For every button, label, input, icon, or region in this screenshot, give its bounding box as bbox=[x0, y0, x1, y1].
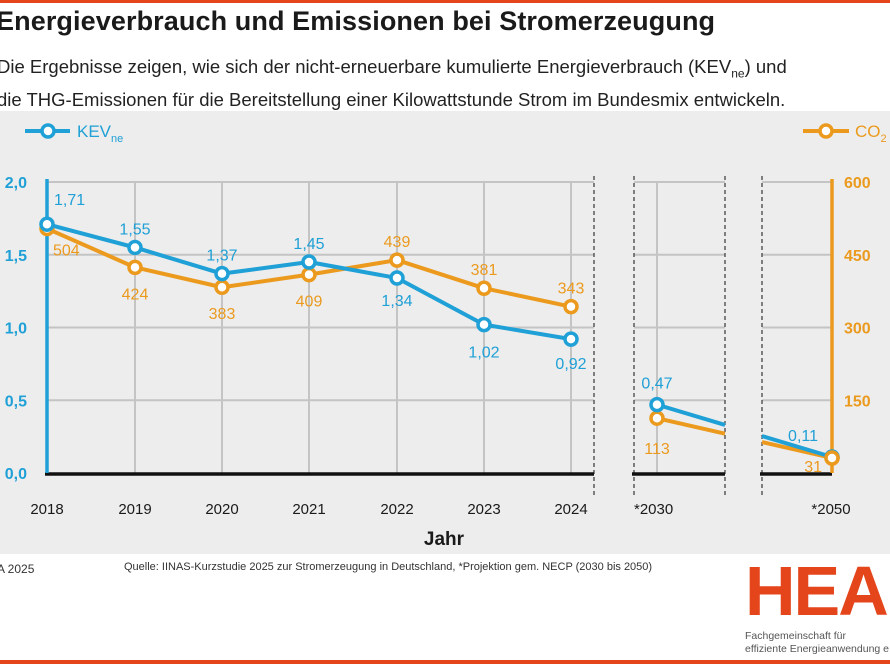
data-label-kev: 1,34 bbox=[381, 293, 412, 310]
subtitle-line1-a: Die Ergebnisse zeigen, wie sich der nich… bbox=[0, 56, 732, 77]
y-right-tick-label: 600 bbox=[844, 175, 871, 192]
bottom-accent-bar bbox=[0, 660, 890, 664]
data-point-kev bbox=[214, 265, 230, 282]
data-point-co bbox=[476, 280, 492, 296]
x-tick-label: 2019 bbox=[118, 501, 151, 518]
series-segment-kev bbox=[761, 434, 833, 459]
x-tick-label: 2020 bbox=[205, 501, 238, 518]
series-lines bbox=[39, 216, 840, 466]
hea-logo: HEA bbox=[745, 552, 889, 630]
data-label-kev: 0,11 bbox=[788, 428, 818, 445]
legend-co2-label: CO2 bbox=[855, 122, 887, 145]
subtitle-subscript: ne bbox=[731, 66, 745, 81]
subtitle-line1-b: ) und bbox=[744, 56, 787, 77]
data-label-co: 383 bbox=[209, 306, 236, 323]
chart-panel bbox=[0, 111, 890, 554]
top-accent-bar bbox=[0, 0, 890, 3]
legend-co2-subscript: 2 bbox=[881, 133, 887, 145]
subtitle-line2: die THG-Emissionen für die Bereitstellun… bbox=[0, 88, 786, 110]
data-label-co: 381 bbox=[471, 262, 498, 279]
data-point-co bbox=[301, 266, 317, 283]
page-subtitle: Die Ergebnisse zeigen, wie sich der nich… bbox=[0, 54, 787, 113]
logo-sub-line1: Fachgemeinschaft für bbox=[745, 630, 846, 642]
x-tick-label: 2021 bbox=[292, 501, 325, 518]
data-point-co bbox=[127, 259, 143, 276]
data-point-co bbox=[649, 410, 665, 426]
data-point-co2-top bbox=[824, 450, 840, 466]
x-tick-label: 2023 bbox=[467, 501, 500, 518]
y-left-tick-label: 1,5 bbox=[5, 248, 27, 265]
data-label-kev: 0,92 bbox=[555, 356, 586, 373]
data-point-co bbox=[563, 298, 579, 315]
x-tick-label: 2024 bbox=[554, 501, 587, 518]
data-label-co: 343 bbox=[558, 281, 585, 298]
data-label-kev: 0,47 bbox=[641, 376, 672, 393]
source-note: Quelle: IINAS-Kurzstudie 2025 zur Strome… bbox=[124, 561, 653, 573]
logo-sub-line2: effiziente Energieanwendung e. bbox=[745, 643, 890, 655]
data-point-kev bbox=[476, 316, 492, 333]
data-point-co bbox=[214, 279, 230, 295]
x-tick-label: 2022 bbox=[380, 501, 413, 518]
data-point-kev bbox=[39, 216, 55, 232]
grid-lines bbox=[47, 181, 832, 473]
y-right-tick-label: 150 bbox=[844, 393, 871, 410]
legend-kev-subscript: ne bbox=[111, 133, 123, 145]
data-point-kev bbox=[301, 254, 317, 270]
y-left-tick-label: 0,0 bbox=[5, 466, 27, 483]
legend-kev-label: KEVne bbox=[77, 122, 123, 145]
data-label-kev: 1,45 bbox=[293, 236, 324, 253]
data-label-co: 424 bbox=[122, 286, 149, 303]
y-right-tick-label: 300 bbox=[844, 321, 871, 338]
data-label-kev: 1,37 bbox=[206, 248, 237, 265]
x-axis-title: Jahr bbox=[424, 529, 465, 550]
data-label-kev: 1,55 bbox=[119, 221, 150, 238]
data-label-co: 409 bbox=[296, 294, 323, 311]
data-label-kev: 1,71 bbox=[54, 192, 85, 209]
y-left-tick-label: 1,0 bbox=[5, 321, 27, 338]
data-label-co: 31 bbox=[804, 459, 822, 476]
legend: KEVne CO2 bbox=[25, 122, 887, 145]
data-label-co: 439 bbox=[384, 234, 411, 251]
series-segment-kev bbox=[656, 402, 726, 427]
data-label-co: 504 bbox=[53, 243, 80, 260]
legend-co2-marker bbox=[818, 123, 834, 139]
x-tick-label: *2050 bbox=[811, 501, 850, 518]
y-right-tick-label: 450 bbox=[844, 248, 871, 265]
data-point-kev bbox=[127, 239, 143, 256]
data-point-kev bbox=[649, 396, 665, 413]
y-left-tick-label: 2,0 bbox=[5, 175, 27, 192]
series-segment-co bbox=[656, 416, 726, 436]
data-label-co: 113 bbox=[644, 441, 670, 458]
legend-kev-marker bbox=[40, 123, 56, 139]
data-point-kev bbox=[563, 331, 579, 347]
copyright-text: A 2025 bbox=[0, 562, 35, 576]
page-title: Energieverbrauch und Emissionen bei Stro… bbox=[0, 6, 716, 36]
data-labels: 504 424 383 409 439 381 343 113 31 1,71 1,55 1,37 1,… bbox=[53, 192, 822, 476]
data-point-co bbox=[389, 252, 405, 268]
x-tick-label: 2018 bbox=[30, 501, 63, 518]
hea-logo-subtitle: Fachgemeinschaft für effiziente Energiea… bbox=[745, 630, 890, 656]
x-tick-label: *2030 bbox=[634, 501, 673, 518]
y-left-tick-label: 0,5 bbox=[5, 393, 27, 410]
data-point-kev bbox=[389, 270, 405, 286]
data-label-kev: 1,02 bbox=[468, 345, 499, 362]
